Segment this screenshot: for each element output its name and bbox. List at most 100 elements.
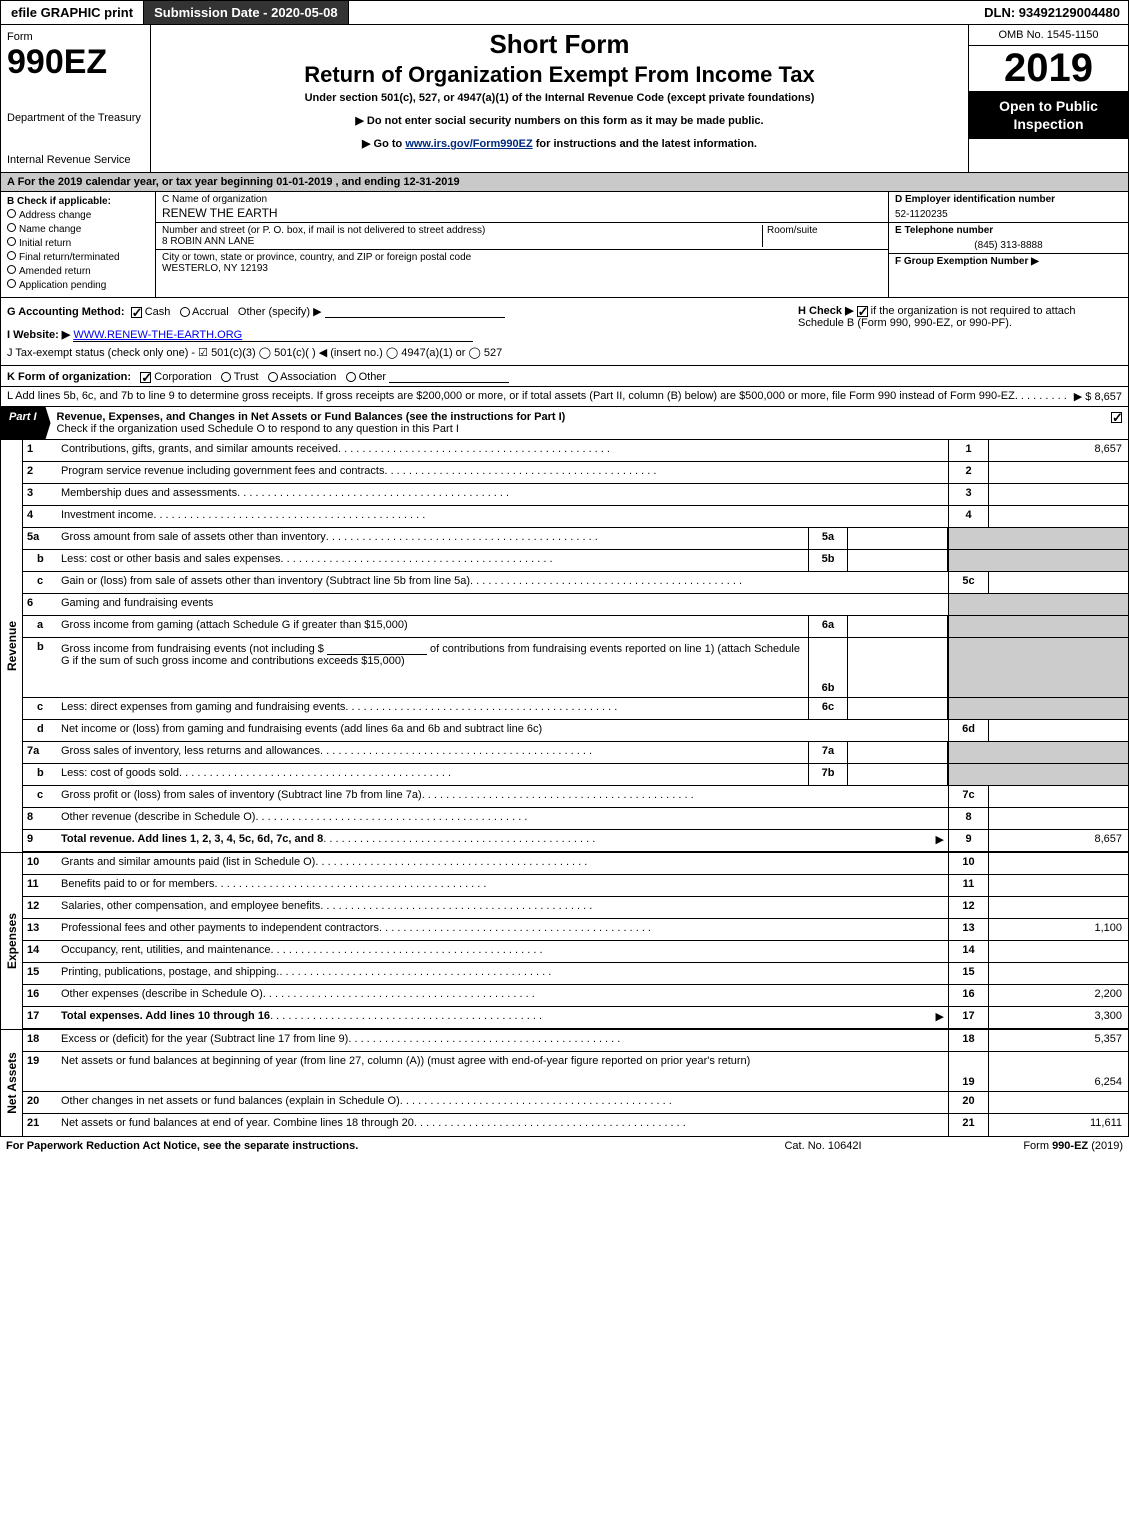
desc-21: Net assets or fund balances at end of ye… — [61, 1117, 414, 1129]
field-6b-amount[interactable] — [327, 641, 427, 655]
chk-corporation[interactable] — [140, 372, 151, 383]
val-4 — [988, 506, 1128, 527]
rn-7c: 7c — [948, 786, 988, 807]
footer-form: Form 990-EZ (2019) — [923, 1140, 1123, 1152]
chk-other[interactable] — [346, 372, 356, 382]
ln-6b: b — [23, 638, 57, 697]
desc-5b: Less: cost or other basis and sales expe… — [61, 553, 281, 565]
desc-6b-1: Gross income from fundraising events (no… — [61, 643, 324, 655]
rn-5c: 5c — [948, 572, 988, 593]
C-city-label: City or town, state or province, country… — [162, 252, 882, 263]
rn-13: 13 — [948, 919, 988, 940]
chk-schedule-b[interactable] — [857, 306, 868, 317]
desc-19: Net assets or fund balances at beginning… — [57, 1052, 948, 1091]
G-other-field[interactable] — [325, 304, 505, 318]
L-text: L Add lines 5b, 6c, and 7b to line 9 to … — [7, 390, 1015, 403]
val-12 — [988, 897, 1128, 918]
rn-19: 19 — [948, 1052, 988, 1091]
footer-form-pre: Form — [1023, 1140, 1052, 1152]
footer-cat: Cat. No. 10642I — [723, 1140, 923, 1152]
row-18: 18 Excess or (deficit) for the year (Sub… — [23, 1030, 1128, 1052]
chk-schedule-o[interactable] — [1111, 412, 1122, 423]
row-13: 13 Professional fees and other payments … — [23, 919, 1128, 941]
val-14 — [988, 941, 1128, 962]
entity-block: B Check if applicable: Address change Na… — [1, 192, 1128, 298]
blank-5b — [948, 550, 1128, 571]
ln-8: 8 — [23, 808, 57, 829]
midval-6b — [848, 638, 948, 697]
blank-5a — [948, 528, 1128, 549]
part-I-check-wrap — [1111, 407, 1128, 439]
rn-16: 16 — [948, 985, 988, 1006]
I-label: I Website: ▶ — [7, 329, 70, 341]
chk-accrual[interactable] — [180, 307, 190, 317]
row-3: 3 Membership dues and assessments 3 — [23, 484, 1128, 506]
chk-association[interactable] — [268, 372, 278, 382]
section-B: B Check if applicable: Address change Na… — [1, 192, 156, 297]
title-short-form: Short Form — [159, 29, 960, 60]
row-7c: c Gross profit or (loss) from sales of i… — [23, 786, 1128, 808]
chk-application-pending[interactable] — [7, 279, 16, 288]
expenses-section: Expenses 10 Grants and similar amounts p… — [1, 852, 1128, 1029]
B-item-0: Address change — [19, 210, 91, 221]
blank-6c — [948, 698, 1128, 719]
irs-link[interactable]: www.irs.gov/Form990EZ — [405, 138, 532, 150]
chk-trust[interactable] — [221, 372, 231, 382]
chk-address-change[interactable] — [7, 209, 16, 218]
blank-6a — [948, 616, 1128, 637]
rn-1: 1 — [948, 440, 988, 461]
website-link[interactable]: WWW.RENEW-THE-EARTH.ORG — [73, 329, 242, 341]
row-7b: b Less: cost of goods sold 7b — [23, 764, 1128, 786]
line-L: L Add lines 5b, 6c, and 7b to line 9 to … — [1, 387, 1128, 407]
val-20 — [988, 1092, 1128, 1113]
arrow-17: ▶ — [932, 1010, 944, 1023]
desc-10: Grants and similar amounts paid (list in… — [61, 856, 315, 868]
desc-2: Program service revenue including govern… — [61, 465, 384, 477]
efile-print-button[interactable]: efile GRAPHIC print — [1, 1, 144, 24]
desc-7b: Less: cost of goods sold — [61, 767, 179, 779]
ln-15: 15 — [23, 963, 57, 984]
ln-9: 9 — [23, 830, 57, 851]
part-I-title: Revenue, Expenses, and Changes in Net As… — [57, 411, 566, 423]
chk-amended-return[interactable] — [7, 265, 16, 274]
desc-11: Benefits paid to or for members — [61, 878, 214, 890]
ln-18: 18 — [23, 1030, 57, 1051]
desc-20: Other changes in net assets or fund bala… — [61, 1095, 400, 1107]
expenses-rows: 10 Grants and similar amounts paid (list… — [23, 853, 1128, 1029]
chk-name-change[interactable] — [7, 223, 16, 232]
K-other-field[interactable] — [389, 369, 509, 383]
side-label-expenses: Expenses — [1, 853, 23, 1029]
ln-6c: c — [23, 698, 57, 719]
header-left: Form 990EZ Department of the Treasury In… — [1, 25, 151, 172]
row-6b: b Gross income from fundraising events (… — [23, 638, 1128, 698]
mid-6b: 6b — [808, 638, 848, 697]
chk-final-return[interactable] — [7, 251, 16, 260]
val-1: 8,657 — [988, 440, 1128, 461]
submission-date-button[interactable]: Submission Date - 2020-05-08 — [144, 1, 349, 24]
chk-initial-return[interactable] — [7, 237, 16, 246]
desc-6a: Gross income from gaming (attach Schedul… — [57, 616, 808, 637]
mid-6c: 6c — [808, 698, 848, 719]
ln-3: 3 — [23, 484, 57, 505]
midval-7b — [848, 764, 948, 785]
midval-6c — [848, 698, 948, 719]
midval-5b — [848, 550, 948, 571]
ln-6: 6 — [23, 594, 57, 615]
rn-2: 2 — [948, 462, 988, 483]
val-6d — [988, 720, 1128, 741]
side-netassets-text: Net Assets — [5, 1052, 19, 1114]
row-1: 1 Contributions, gifts, grants, and simi… — [23, 440, 1128, 462]
desc-3: Membership dues and assessments — [61, 487, 237, 499]
ln-16: 16 — [23, 985, 57, 1006]
section-C: C Name of organization RENEW THE EARTH N… — [156, 192, 888, 297]
chk-cash[interactable] — [131, 307, 142, 318]
val-2 — [988, 462, 1128, 483]
ln-14: 14 — [23, 941, 57, 962]
line-I: I Website: ▶ WWW.RENEW-THE-EARTH.ORG — [7, 328, 792, 342]
page-footer: For Paperwork Reduction Act Notice, see … — [0, 1137, 1129, 1155]
desc-17: Total expenses. Add lines 10 through 16 — [61, 1010, 270, 1023]
org-city: WESTERLO, NY 12193 — [162, 263, 882, 274]
side-label-netassets: Net Assets — [1, 1030, 23, 1136]
rn-4: 4 — [948, 506, 988, 527]
section-H: H Check ▶ if the organization is not req… — [792, 304, 1122, 359]
